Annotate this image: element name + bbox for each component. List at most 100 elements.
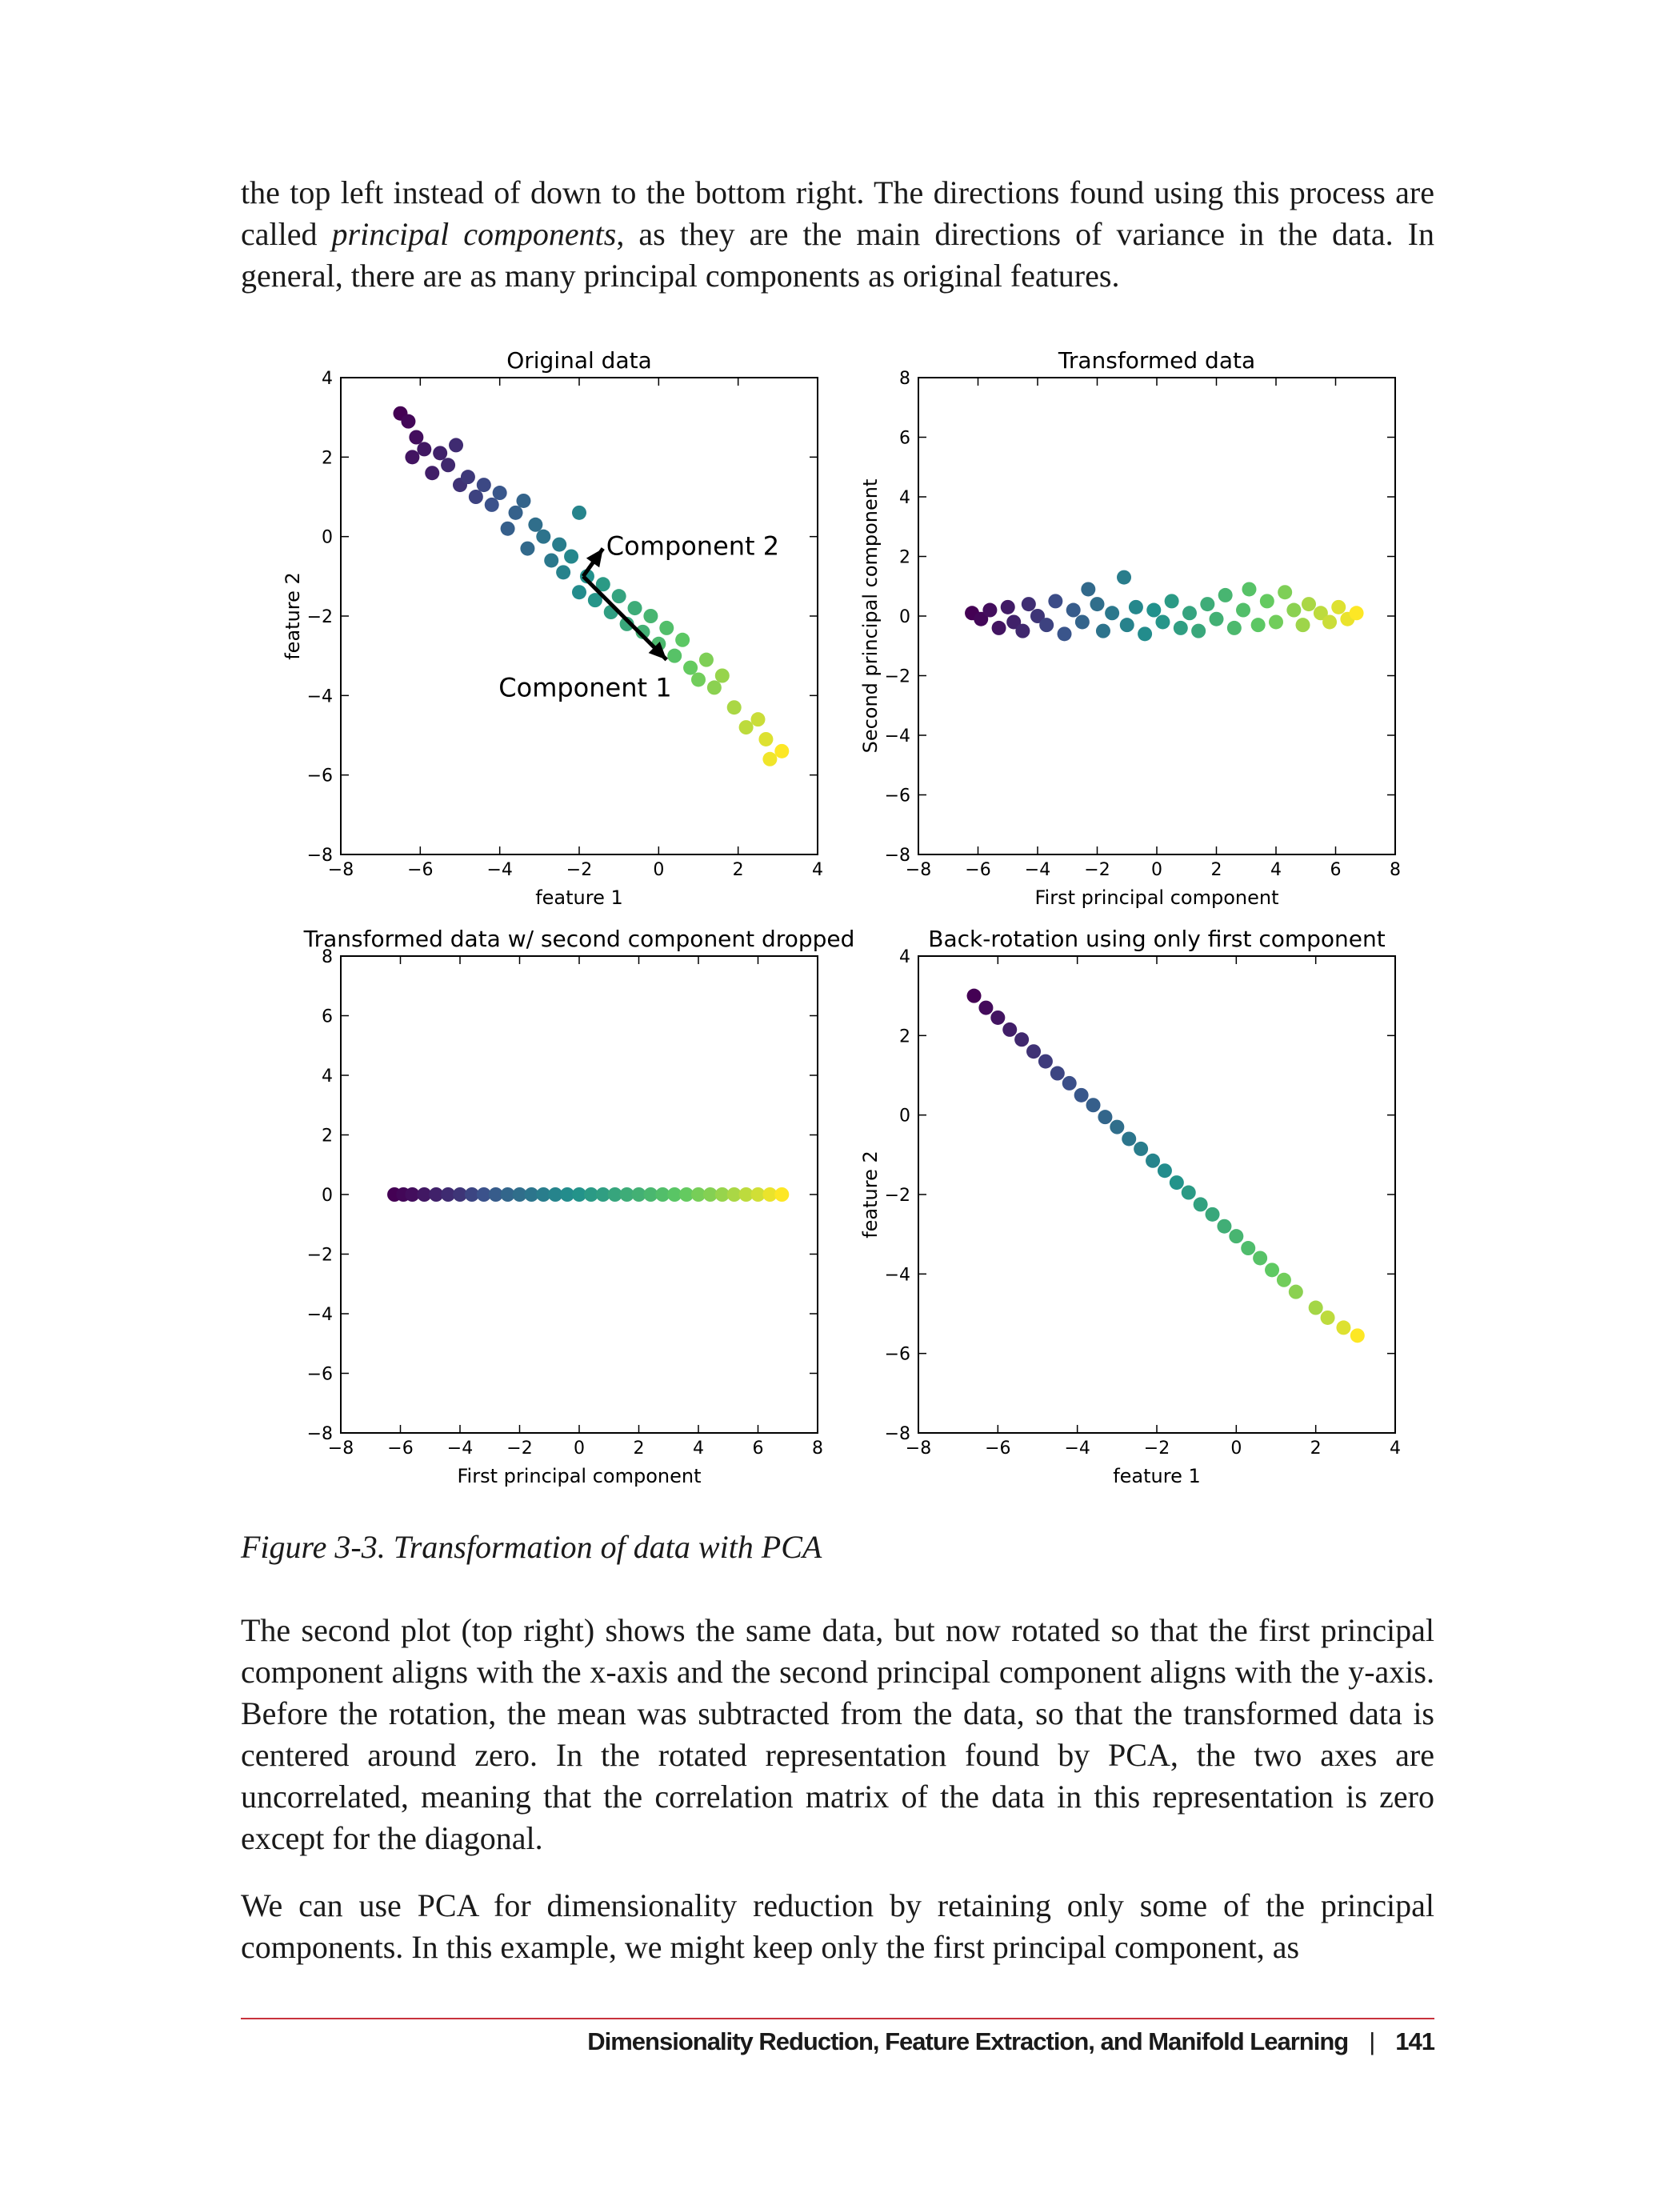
x-tick-label: −8 <box>906 860 931 880</box>
y-tick-label: −6 <box>885 1345 910 1365</box>
data-point <box>1181 1185 1196 1200</box>
footer-separator: | <box>1369 2027 1375 2055</box>
paragraph-second-plot: The second plot (top right) shows the sa… <box>241 1612 1434 1856</box>
data-point <box>1308 1300 1323 1315</box>
x-tick-label: −2 <box>1144 1439 1170 1459</box>
data-point <box>595 577 610 592</box>
data-point <box>441 1187 456 1202</box>
chart-title: Back-rotation using only first component <box>928 926 1385 952</box>
data-point <box>1138 626 1153 642</box>
data-point <box>449 438 464 453</box>
x-tick-label: −2 <box>506 1439 532 1459</box>
data-point <box>548 1187 563 1202</box>
y-tick-label: −8 <box>307 1424 333 1444</box>
data-point <box>417 442 432 457</box>
y-tick-label: −2 <box>885 1186 910 1206</box>
x-tick-label: −6 <box>985 1439 1010 1459</box>
data-point <box>1134 1141 1149 1156</box>
principal-components-emphasis: principal components <box>331 216 617 252</box>
data-point <box>758 731 774 746</box>
data-point <box>1182 606 1197 621</box>
data-point <box>691 672 706 687</box>
x-tick-label: 2 <box>634 1439 645 1459</box>
data-point <box>1014 1032 1030 1047</box>
data-point <box>1062 1075 1077 1090</box>
chart-title: Transformed data w/ second component dro… <box>303 926 855 952</box>
data-point <box>1021 597 1036 612</box>
data-point <box>1253 1251 1268 1266</box>
data-point <box>1205 1207 1220 1222</box>
data-point <box>679 1187 694 1202</box>
data-point <box>433 446 448 461</box>
data-point <box>643 609 658 623</box>
x-tick-label: 6 <box>1330 860 1342 880</box>
data-point <box>1000 599 1015 614</box>
data-point <box>1322 614 1338 630</box>
data-point <box>1026 1044 1042 1059</box>
data-point <box>520 541 535 556</box>
plot-frame <box>918 955 1396 1434</box>
x-tick-label: 0 <box>1230 1439 1242 1459</box>
data-point <box>1002 1022 1018 1037</box>
x-tick-label: −6 <box>407 860 433 880</box>
data-point <box>536 1187 551 1202</box>
x-tick-label: −2 <box>566 860 592 880</box>
data-point <box>1218 587 1233 602</box>
data-point <box>556 565 571 580</box>
data-point <box>1278 585 1293 600</box>
data-point <box>1157 1163 1172 1179</box>
data-point <box>1229 1229 1244 1244</box>
y-axis-label: Second principal component <box>859 479 882 754</box>
data-point <box>1259 594 1274 609</box>
data-point <box>726 1187 742 1202</box>
data-point <box>468 490 483 504</box>
x-tick-label: 4 <box>1390 1439 1401 1459</box>
y-tick-label: 2 <box>322 1127 333 1147</box>
x-tick-label: 4 <box>812 860 823 880</box>
data-point <box>774 743 790 758</box>
x-tick-label: −4 <box>447 1439 473 1459</box>
y-tick-label: 8 <box>322 947 333 967</box>
chart-panel-1: Component 1 Component 2 −8 −6 −4 −2 0 2 4 −8 −6 −4 −… <box>282 347 823 909</box>
data-point <box>1288 1284 1303 1299</box>
data-point <box>1110 1119 1125 1135</box>
arrow-head <box>648 642 667 660</box>
data-point <box>762 1187 778 1202</box>
footer-section-title: Dimensionality Reduction, Feature Extrac… <box>587 2027 1349 2055</box>
x-tick-label: −6 <box>387 1439 413 1459</box>
x-axis-label: First principal component <box>458 1465 702 1487</box>
data-point <box>1286 602 1302 618</box>
y-tick-label: −6 <box>307 1365 333 1385</box>
data-point <box>738 1187 754 1202</box>
data-point <box>528 517 543 532</box>
x-tick-label: 2 <box>1310 1439 1322 1459</box>
y-tick-label: −8 <box>885 1424 910 1444</box>
data-point <box>1350 1328 1365 1343</box>
y-tick-label: 4 <box>322 1066 333 1086</box>
x-tick-label: −4 <box>1064 1439 1090 1459</box>
data-point <box>619 1187 634 1202</box>
y-tick-label: −4 <box>885 726 910 746</box>
data-point <box>1122 1131 1137 1147</box>
data-point <box>1095 623 1110 638</box>
data-point <box>536 529 551 544</box>
data-point <box>460 470 475 485</box>
component-arrow-1: Component 1 <box>498 574 672 703</box>
x-tick-label: −8 <box>328 1439 354 1459</box>
data-point <box>1146 1153 1161 1168</box>
data-point <box>409 430 424 445</box>
y-tick-label: 6 <box>322 1007 333 1027</box>
x-tick-label: 4 <box>693 1439 704 1459</box>
x-tick-label: 8 <box>1390 860 1401 880</box>
data-point <box>564 549 579 564</box>
data-point <box>698 652 714 667</box>
data-point <box>425 466 440 481</box>
data-point <box>667 648 682 663</box>
data-point <box>405 450 420 465</box>
data-point <box>464 1187 479 1202</box>
data-point <box>1265 1263 1280 1278</box>
x-tick-label: −4 <box>1025 860 1050 880</box>
chart-title: Transformed data <box>1058 347 1255 374</box>
